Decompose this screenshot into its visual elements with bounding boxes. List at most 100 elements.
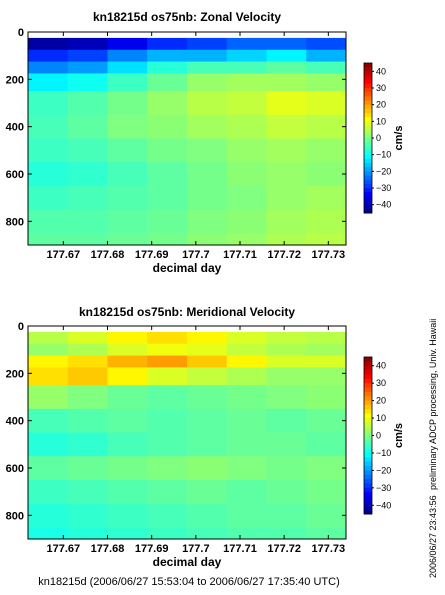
- y-tick-label: 200: [6, 368, 24, 380]
- heatmap-cell: [226, 503, 268, 528]
- heatmap-cell: [107, 209, 148, 234]
- colorbar-segment: [364, 374, 372, 380]
- heatmap-cell: [67, 91, 109, 116]
- heatmap-cell: [187, 343, 228, 357]
- heatmap-cell: [28, 367, 69, 386]
- heatmap-cell: [266, 185, 307, 211]
- colorbar-tick-label: −20: [376, 166, 391, 176]
- colorbar-segment: [364, 404, 372, 410]
- heatmap-cell: [306, 408, 346, 434]
- heatmap-cell: [67, 37, 109, 51]
- heatmap-cell: [226, 432, 268, 457]
- heatmap-cell: [147, 233, 188, 245]
- colorbar-unit-label: cm/s: [393, 125, 405, 150]
- colorbar-segment: [364, 431, 372, 436]
- heatmap-cell: [306, 233, 346, 245]
- y-tick-label: 200: [6, 74, 24, 86]
- heatmap-cell: [306, 185, 346, 211]
- heatmap-cell: [306, 479, 346, 505]
- heatmap-cell: [187, 61, 228, 75]
- heatmap-cell: [67, 233, 109, 245]
- heatmap-cell: [226, 73, 268, 92]
- heatmap-cell: [226, 162, 268, 187]
- meridional-heatmap-plot: 177.67 177.68 177.69 177.7 177.71 177.72 177.7…: [6, 321, 347, 555]
- plot-frame: [27, 31, 347, 246]
- colorbar-segment: [364, 378, 372, 384]
- heatmap-cell: [266, 432, 307, 457]
- y-tick-label: 600: [6, 169, 24, 181]
- heatmap-cell: [67, 73, 109, 92]
- heatmap-cell: [226, 343, 268, 357]
- zonal-x-axis-label: decimal day: [153, 261, 222, 275]
- x-tick-label: 177.69: [135, 249, 169, 261]
- colorbar-segment: [364, 370, 372, 375]
- heatmap-cell: [187, 331, 228, 345]
- heatmap-cell: [28, 138, 69, 163]
- heatmap-cell: [67, 209, 109, 234]
- heatmap-cell: [187, 408, 228, 434]
- x-tick-label: 177.7: [182, 249, 210, 261]
- x-tick-label: 177.72: [267, 249, 301, 261]
- heatmap-cell: [28, 61, 69, 75]
- y-tick-label: 600: [6, 463, 24, 475]
- colorbar-segment: [364, 88, 372, 93]
- heatmap-cell: [147, 527, 188, 539]
- heatmap-cell: [67, 503, 109, 528]
- x-tick-label: 177.67: [47, 543, 81, 555]
- colorbar-segment: [364, 418, 372, 423]
- colorbar-segment: [364, 79, 372, 85]
- heatmap-cell: [28, 185, 69, 211]
- heatmap-cell: [306, 138, 346, 163]
- heatmap-cell: [107, 162, 148, 187]
- colorbar-tick-label: −10: [376, 448, 391, 458]
- heatmap-cell: [107, 91, 148, 116]
- heatmap-cell: [226, 479, 268, 505]
- heatmap-cell: [306, 456, 346, 481]
- colorbar-segment: [364, 133, 372, 139]
- heatmap-cell: [107, 408, 148, 434]
- colorbar-tick-label: −10: [376, 150, 391, 160]
- heatmap-cell: [147, 138, 188, 163]
- colorbar-segment: [364, 113, 372, 118]
- x-tick-label: 177.68: [91, 543, 125, 555]
- heatmap-cell: [28, 355, 69, 369]
- heatmap-cell: [28, 114, 69, 140]
- heatmap-cell: [266, 37, 307, 51]
- heatmap-cell: [28, 479, 69, 505]
- colorbar-tick-label: 30: [376, 378, 386, 388]
- heatmap-cell: [28, 73, 69, 92]
- colorbar-tick-label: 10: [376, 413, 386, 423]
- zonal-chart-title: kn18215d os75nb: Zonal Velocity: [93, 10, 281, 24]
- heatmap-cell: [266, 355, 307, 369]
- heatmap-cell: [187, 114, 228, 140]
- colorbar-tick-label: −30: [376, 483, 391, 493]
- heatmap-cell: [306, 114, 346, 140]
- colorbar-segment: [364, 154, 372, 160]
- colorbar-segment: [364, 125, 372, 131]
- colorbar-tick-label: −40: [376, 500, 391, 510]
- colorbar-segment: [364, 83, 372, 89]
- heatmap-cell: [187, 37, 228, 51]
- heatmap-cell: [67, 408, 109, 434]
- heatmap-cell: [306, 503, 346, 528]
- colorbar-segment: [364, 171, 372, 176]
- heatmap-cell: [147, 408, 188, 434]
- heatmap-cell: [107, 331, 148, 345]
- heatmap-cell: [107, 49, 148, 63]
- colorbar-segment: [364, 452, 372, 458]
- x-tick-label: 177.73: [312, 249, 346, 261]
- heatmap-cell: [107, 367, 148, 386]
- colorbar-tick-label: 10: [376, 116, 386, 126]
- heatmap-cell: [147, 479, 188, 505]
- heatmap-cell: [107, 385, 148, 410]
- heatmap-cell: [226, 114, 268, 140]
- heatmap-cell: [67, 61, 109, 75]
- colorbar-segment: [364, 121, 372, 126]
- x-tick-label: 177.73: [312, 543, 346, 555]
- colorbar-segment: [364, 179, 372, 185]
- footer-caption: kn18215d (2006/06/27 15:53:04 to 2006/06…: [38, 576, 340, 588]
- heatmap-cell: [306, 367, 346, 386]
- colorbar-tick-label: −40: [376, 200, 391, 210]
- heatmap-cell: [266, 209, 307, 234]
- heatmap-cell: [266, 114, 307, 140]
